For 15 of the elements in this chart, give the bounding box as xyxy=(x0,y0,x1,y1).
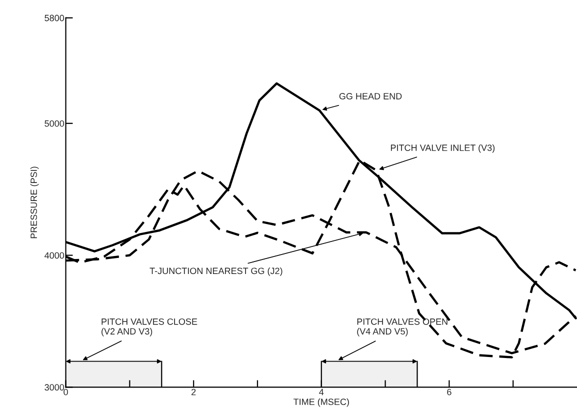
text: GG HEAD END xyxy=(339,93,402,100)
band-label: PITCH VALVES CLOSE (V2 AND V3) xyxy=(102,318,198,336)
x-tick-label: 0 xyxy=(64,388,68,396)
x-tick-label: 6 xyxy=(447,388,452,396)
x-tick-label: 2 xyxy=(192,388,196,396)
y-tick-label: 5000 xyxy=(44,120,64,127)
y-tick-label: 4000 xyxy=(44,252,64,259)
x-tick-label: 4 xyxy=(319,388,324,396)
y-tick-label: 5800 xyxy=(44,14,64,22)
text: T-JUNCTION NEAREST GG (J2) xyxy=(150,267,282,276)
y-tick-label: 3000 xyxy=(44,384,64,391)
y-axis-title: PRESSURE (PSI) xyxy=(30,166,39,238)
x-axis-title: TIME (MSEC) xyxy=(294,398,349,407)
text: PITCH VALVE INLET (V3) xyxy=(390,144,495,153)
band-label: PITCH VALVES OPEN (V4 AND V5) xyxy=(357,318,448,336)
